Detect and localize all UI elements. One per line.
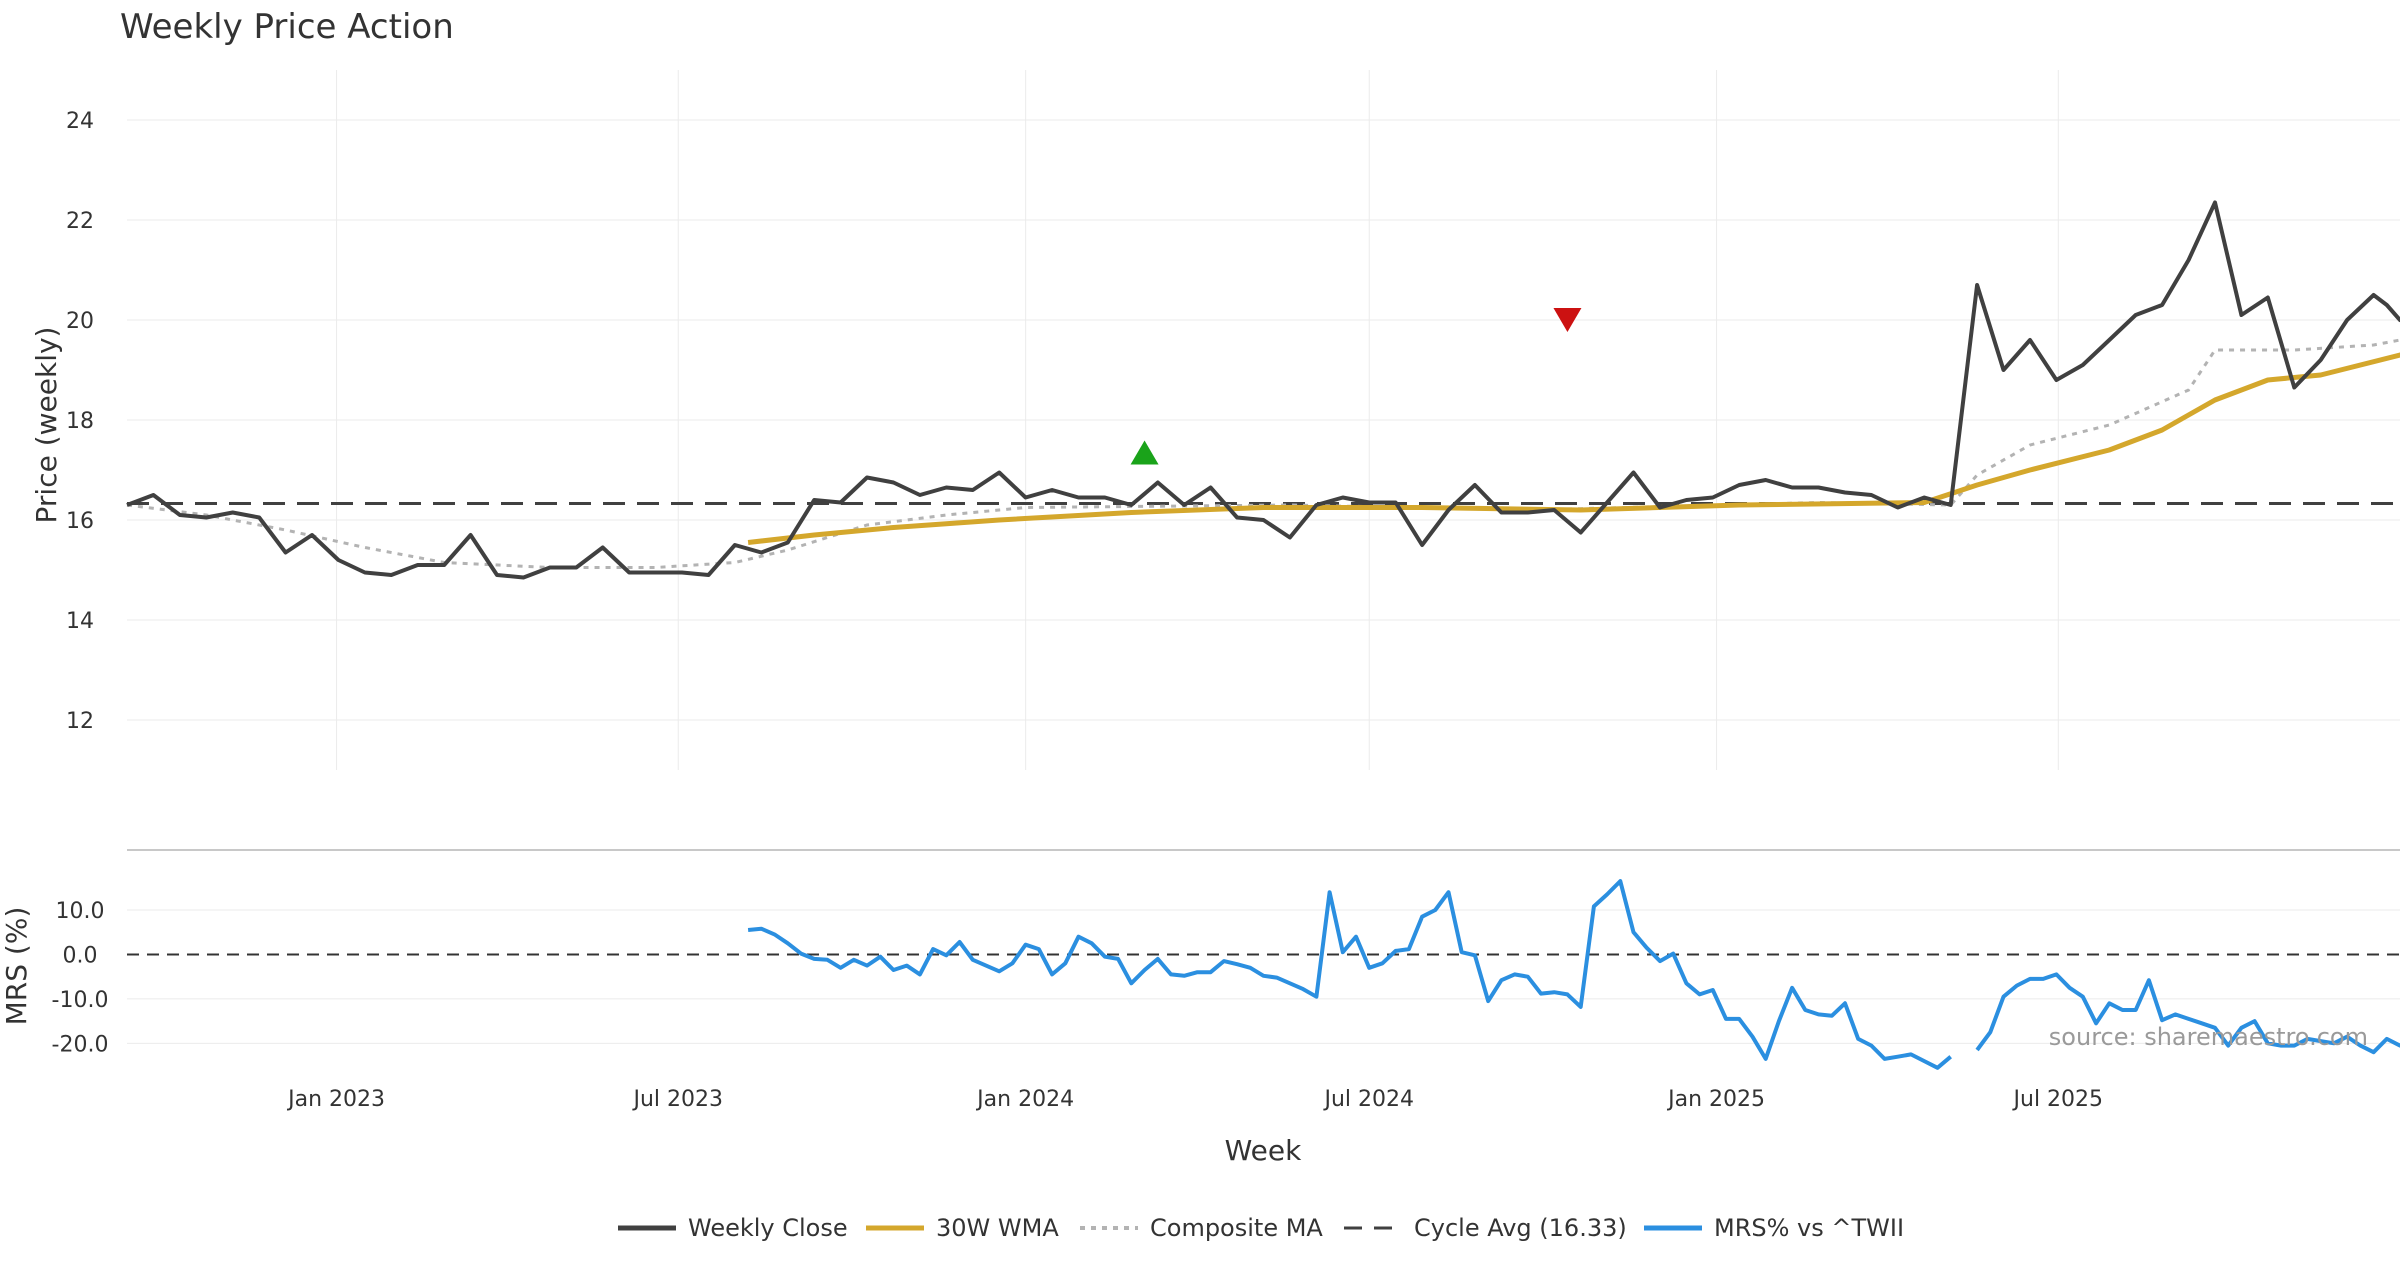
sell-signal-marker <box>1553 308 1582 332</box>
mrs-group <box>747 879 2400 1070</box>
legend-entry: MRS% vs ^TWII <box>1644 1214 1904 1242</box>
mrs-y-tick: -10.0 <box>52 988 109 1013</box>
mrs-y-axis-label: MRS (%) <box>0 907 33 1026</box>
buy-signal-marker <box>1130 440 1159 465</box>
mrs-gridlines <box>127 909 2400 1044</box>
signal-markers <box>1130 308 1582 465</box>
price-y-tick-labels: 12 14 16 18 20 22 24 <box>66 109 94 734</box>
x-tick-label: Jan 2023 <box>286 1087 385 1112</box>
price-y-axis-label: Price (weekly) <box>30 327 63 524</box>
composite-ma-group <box>126 338 2400 569</box>
legend-label: Cycle Avg (16.33) <box>1414 1214 1627 1242</box>
weekly-close-group <box>126 200 2400 580</box>
legend-label: Weekly Close <box>688 1214 848 1242</box>
x-tick-label: Jul 2023 <box>631 1087 723 1112</box>
mrs-line <box>1975 972 2400 1055</box>
wma-30w-line <box>747 352 2400 545</box>
price-y-tick: 22 <box>66 209 94 234</box>
x-tick-label: Jan 2024 <box>975 1087 1074 1112</box>
weekly-close-line <box>126 200 2400 580</box>
legend-entry: Composite MA <box>1080 1214 1323 1242</box>
legend: Weekly Close 30W WMA Composite MA Cycle Avg… <box>618 1214 1904 1242</box>
legend-entry: 30W WMA <box>866 1214 1059 1242</box>
price-y-tick: 20 <box>66 309 94 334</box>
wma-30w-group <box>747 352 2400 545</box>
chart-title: Weekly Price Action <box>120 7 454 47</box>
price-gridlines <box>127 70 2400 770</box>
mrs-y-tick: 10.0 <box>56 899 105 924</box>
x-tick-label: Jan 2025 <box>1666 1087 1765 1112</box>
source-note: source: sharemaestro.com <box>2049 1023 2368 1051</box>
price-y-tick: 12 <box>66 709 94 734</box>
legend-label: Composite MA <box>1150 1214 1323 1242</box>
legend-label: MRS% vs ^TWII <box>1714 1214 1904 1242</box>
legend-entry: Cycle Avg (16.33) <box>1344 1214 1627 1242</box>
legend-label: 30W WMA <box>936 1214 1059 1242</box>
price-y-tick: 24 <box>66 109 94 134</box>
x-tick-label: Jul 2025 <box>2012 1087 2104 1112</box>
x-axis-label: Week <box>1225 1134 1302 1167</box>
price-y-tick: 14 <box>66 609 94 634</box>
price-y-tick: 18 <box>66 409 94 434</box>
mrs-y-tick: -20.0 <box>52 1032 109 1057</box>
x-tick-labels: Jan 2023 Jul 2023 Jan 2024 Jul 2024 Jan 2025… <box>286 1087 2103 1112</box>
price-y-tick: 16 <box>66 509 94 534</box>
legend-entry: Weekly Close <box>618 1214 848 1242</box>
composite-ma-line <box>126 338 2400 569</box>
x-tick-label: Jul 2024 <box>1322 1087 1414 1112</box>
mrs-line <box>747 879 1952 1070</box>
mrs-y-tick-labels: 10.0 0.0 -10.0 -20.0 <box>52 899 109 1057</box>
mrs-y-tick: 0.0 <box>63 943 98 968</box>
